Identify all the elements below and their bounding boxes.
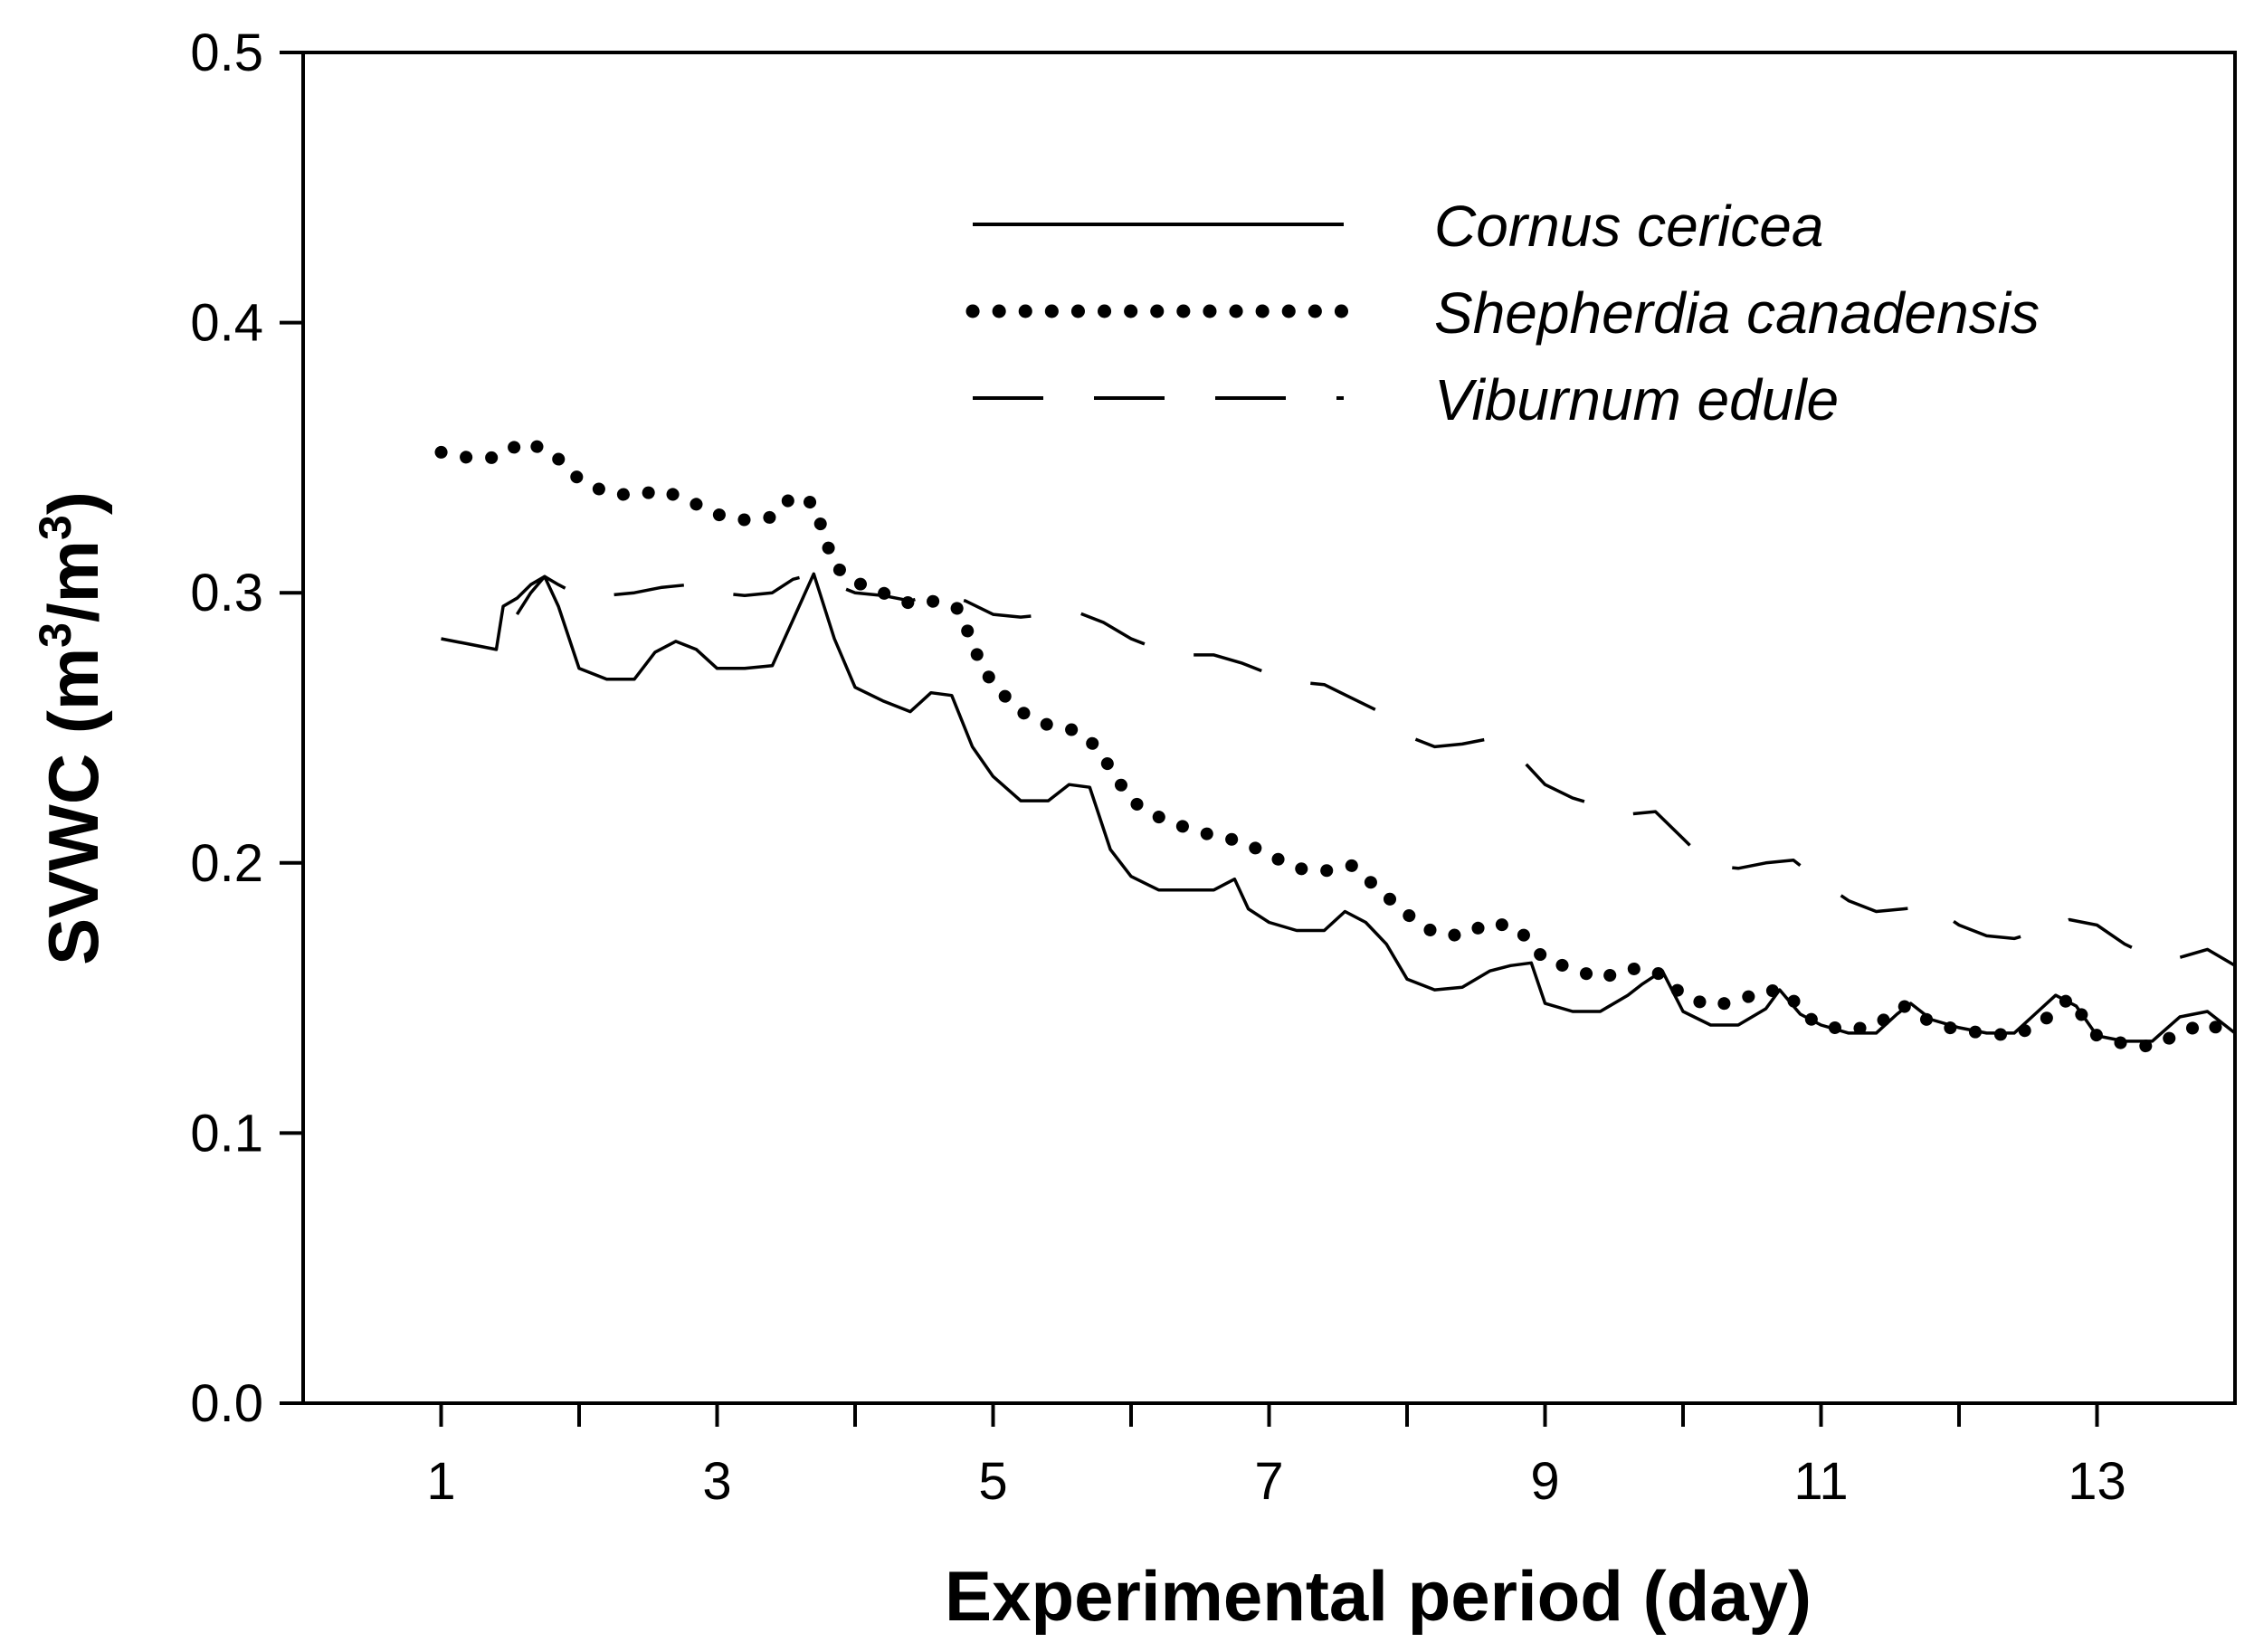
y-tick-label: 0.3 [190,564,263,622]
y-axis-title-sup1: 3 [30,622,81,648]
x-tick-label: 13 [2068,1452,2126,1511]
y-axis-title-end: ) [33,491,113,515]
x-tick-label: 7 [1254,1452,1283,1511]
axis-tick-labels: 0.00.10.20.30.40.51 3 5 7 9 11 13 [190,24,2126,1511]
axis-ticks [280,51,2099,1427]
x-tick-label: 5 [978,1452,1007,1511]
x-tick-label: 9 [1530,1452,1559,1511]
legend-label-cornus: Cornus cericea [1434,194,1823,259]
series-line-viburnum [515,572,2236,967]
series-line-cornus [441,572,2237,1043]
y-tick-label: 0.1 [190,1104,263,1163]
y-axis-title-mid: /m [33,540,113,622]
legend-label-viburnum: Viburnum edule [1434,367,1839,432]
x-tick-label: 3 [702,1452,731,1511]
legend-label-shepherdia: Shepherdia canadensis [1434,280,2040,346]
series-line-shepherdia [434,435,2241,1053]
y-tick-label: 0.2 [190,834,263,893]
y-axis-title-main: SVWC (m [33,648,113,965]
plot-frame [301,51,2237,1405]
y-axis-title: SVWC (m3/m3) [30,491,113,965]
y-tick-label: 0.5 [190,24,263,82]
x-axis-title: Experimental period (day) [945,1556,1812,1636]
data-series [434,435,2241,1053]
y-tick-label: 0.4 [190,294,263,353]
y-tick-label: 0.0 [190,1374,263,1433]
x-tick-label: 1 [426,1452,455,1511]
y-axis-title-sup2: 3 [30,515,81,540]
x-tick-label: 11 [1793,1452,1848,1511]
legend: Cornus cericea Shepherdia canadensis Vib… [965,194,2040,432]
